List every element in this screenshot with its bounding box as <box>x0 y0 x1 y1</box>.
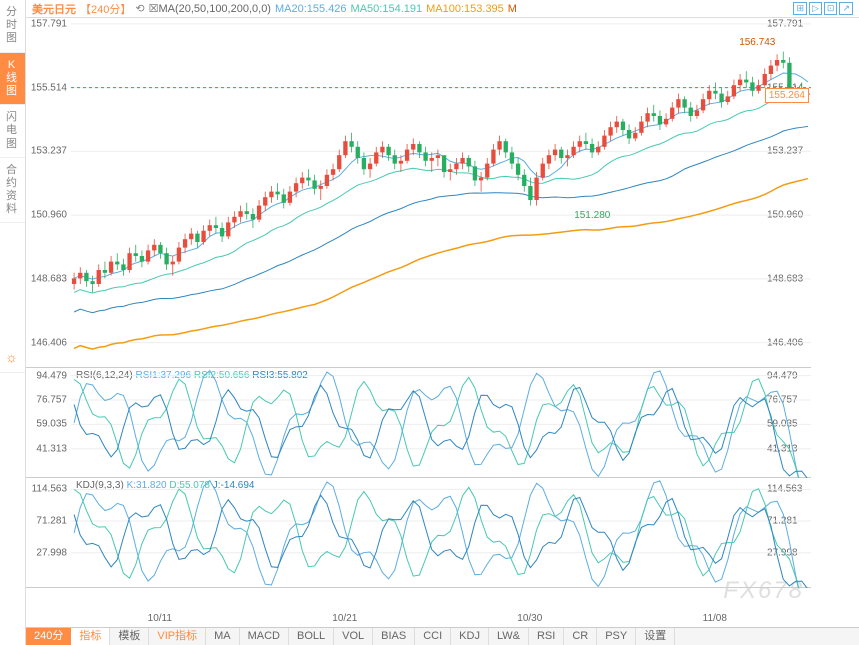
left-tab-分时图[interactable]: 分时图 <box>0 0 25 53</box>
tab-VOL[interactable]: VOL <box>334 628 373 645</box>
header-tool-2[interactable]: ⊡ <box>824 2 838 15</box>
ma-config: ☒MA(20,50,100,200,0,0) <box>149 2 271 15</box>
left-tab-闪电图[interactable]: 闪电图 <box>0 105 25 158</box>
chart-area[interactable]: FX678 157.791155.514153.237150.960148.68… <box>26 18 859 645</box>
header-tool-3[interactable]: ↗ <box>839 2 853 15</box>
tab-设置[interactable]: 设置 <box>636 628 675 645</box>
high-annotation: 156.743 <box>739 37 775 48</box>
tab-LW&[interactable]: LW& <box>489 628 529 645</box>
tab-BOLL[interactable]: BOLL <box>289 628 334 645</box>
tab-CR[interactable]: CR <box>564 628 597 645</box>
low-annotation: 151.280 <box>574 210 610 221</box>
price-panel[interactable]: 157.791155.514153.237150.960148.683146.4… <box>26 18 811 368</box>
ma100-value: MA100:153.395 <box>426 3 504 15</box>
header-tool-0[interactable]: ⊞ <box>793 2 807 15</box>
indicator-tabs: 240分指标模板VIP指标MAMACDBOLLVOLBIASCCIKDJLW&R… <box>26 627 859 645</box>
chart-header: 美元日元 【240分】 ⟲ ☒MA(20,50,100,200,0,0) MA2… <box>26 0 859 18</box>
ma50-value: MA50:154.191 <box>351 3 423 15</box>
current-price-tag: 155.264 <box>765 88 809 103</box>
tab-模板[interactable]: 模板 <box>110 628 149 645</box>
m-label: M <box>508 3 517 15</box>
kdj-panel[interactable]: KDJ(9,3,3) K:31.820 D:55.078 J:-14.69411… <box>26 478 811 588</box>
ma20-value: MA20:155.426 <box>275 3 347 15</box>
tab-指标[interactable]: 指标 <box>71 628 110 645</box>
left-tab-合约资料[interactable]: 合约资料 <box>0 158 25 224</box>
refresh-icon[interactable]: ⟲ <box>135 2 144 15</box>
time-axis: 10/1110/2110/3011/08 <box>71 611 811 627</box>
tab-MACD[interactable]: MACD <box>240 628 289 645</box>
settings-icon[interactable]: ☼ <box>0 343 25 373</box>
timeframe-badge[interactable]: 240分 <box>26 628 71 645</box>
left-tab-K线图[interactable]: K线图 <box>0 53 25 106</box>
left-tab-bar: 分时图K线图闪电图合约资料 ☼ <box>0 0 26 645</box>
header-tools: ⊞▷⊡↗ <box>793 2 853 15</box>
tab-CCI[interactable]: CCI <box>415 628 451 645</box>
left-price-axis: 157.791155.514153.237150.960148.683146.4… <box>26 18 71 367</box>
symbol-label: 美元日元 <box>32 1 76 17</box>
timeframe-label: 【240分】 <box>80 1 131 17</box>
tab-VIP指标[interactable]: VIP指标 <box>149 628 206 645</box>
tab-RSI[interactable]: RSI <box>529 628 564 645</box>
tab-BIAS[interactable]: BIAS <box>373 628 415 645</box>
tab-PSY[interactable]: PSY <box>597 628 636 645</box>
header-tool-1[interactable]: ▷ <box>809 2 822 15</box>
tab-KDJ[interactable]: KDJ <box>451 628 489 645</box>
rsi-panel[interactable]: RSI(6,12,24) RSI1:37.296 RSI2:50.656 RSI… <box>26 368 811 478</box>
tab-MA[interactable]: MA <box>206 628 240 645</box>
